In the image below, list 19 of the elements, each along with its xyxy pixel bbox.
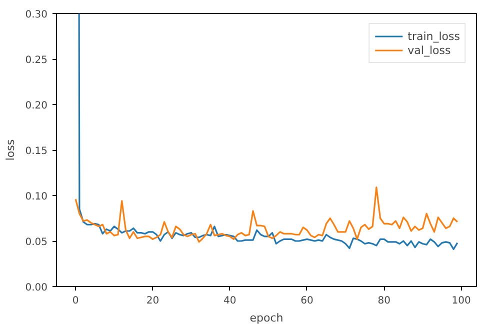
line-series (78, 14, 458, 250)
y-tick-label: 0.30 (25, 10, 48, 20)
x-tick-label: 100 (452, 296, 471, 306)
legend-label: train_loss (408, 29, 460, 43)
y-tick-label: 0.10 (25, 192, 48, 202)
y-tick-label: 0.15 (25, 146, 48, 157)
x-tick-label: 20 (146, 296, 160, 306)
x-axis-title: epoch (250, 312, 284, 324)
x-tick-label: 0 (72, 296, 79, 306)
legend-label: val_loss (408, 43, 451, 57)
y-tick-label: 0.25 (25, 55, 48, 66)
x-tick-label: 60 (300, 296, 314, 306)
x-tick-label: 80 (378, 296, 391, 306)
y-tick-label: 0.00 (25, 282, 48, 294)
y-tick-label: 0.05 (25, 237, 48, 248)
y-axis-title: loss (4, 139, 18, 161)
line-series (74, 186, 458, 243)
x-tick-label: 40 (224, 296, 236, 306)
y-tick-label: 0.20 (25, 100, 48, 112)
